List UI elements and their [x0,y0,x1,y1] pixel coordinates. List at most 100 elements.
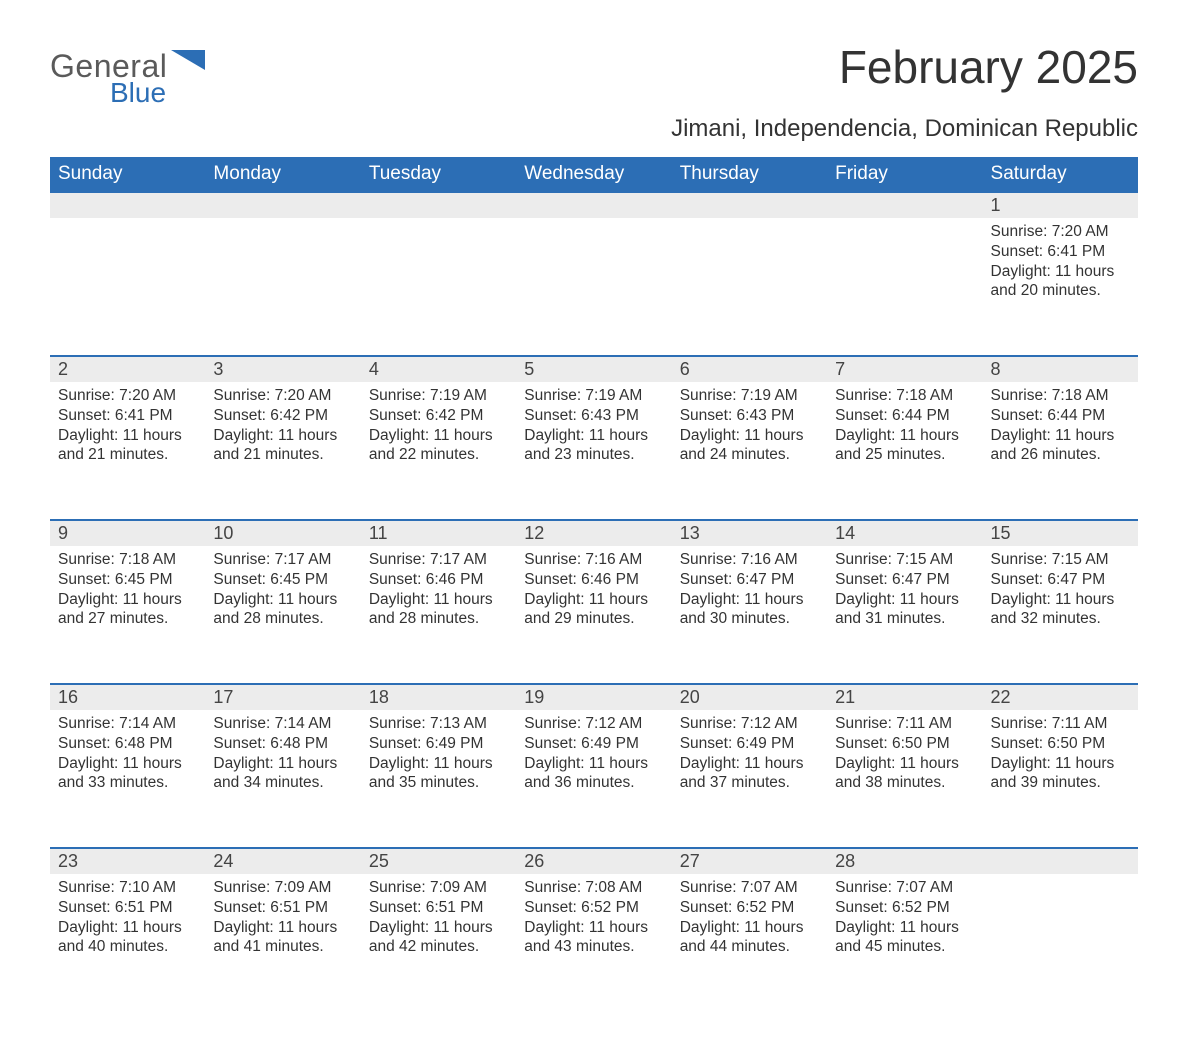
day-body-cell: Sunrise: 7:13 AMSunset: 6:49 PMDaylight:… [361,710,516,848]
daynum-cell: 3 [205,356,360,382]
weekday-header: Saturday [983,157,1138,192]
day-sunrise-line: Sunrise: 7:15 AM [991,550,1130,570]
day-sunrise-line: Sunrise: 7:19 AM [524,386,663,406]
day-daylight-line: Daylight: 11 hours and 21 minutes. [58,426,197,466]
day-body-cell: Sunrise: 7:12 AMSunset: 6:49 PMDaylight:… [516,710,671,848]
empty-daynum-cell [516,192,671,218]
week-daynum-row: 9101112131415 [50,520,1138,546]
daynum-cell: 9 [50,520,205,546]
day-body-cell: Sunrise: 7:20 AMSunset: 6:41 PMDaylight:… [50,382,205,520]
daynum-cell: 22 [983,684,1138,710]
logo-triangle-icon [171,48,205,75]
day-sunset-line: Sunset: 6:48 PM [213,734,352,754]
daynum-cell: 7 [827,356,982,382]
day-body-cell: Sunrise: 7:19 AMSunset: 6:42 PMDaylight:… [361,382,516,520]
daynum-cell: 21 [827,684,982,710]
day-daylight-line: Daylight: 11 hours and 20 minutes. [991,262,1130,302]
day-sunset-line: Sunset: 6:52 PM [680,898,819,918]
day-sunrise-line: Sunrise: 7:20 AM [213,386,352,406]
day-daylight-line: Daylight: 11 hours and 39 minutes. [991,754,1130,794]
daynum-cell: 10 [205,520,360,546]
day-sunset-line: Sunset: 6:43 PM [524,406,663,426]
daynum-cell: 28 [827,848,982,874]
day-daylight-line: Daylight: 11 hours and 45 minutes. [835,918,974,958]
day-daylight-line: Daylight: 11 hours and 34 minutes. [213,754,352,794]
day-sunset-line: Sunset: 6:44 PM [835,406,974,426]
day-sunrise-line: Sunrise: 7:12 AM [680,714,819,734]
day-daylight-line: Daylight: 11 hours and 22 minutes. [369,426,508,466]
empty-daynum-cell [361,192,516,218]
day-body-cell: Sunrise: 7:11 AMSunset: 6:50 PMDaylight:… [983,710,1138,848]
daynum-cell: 8 [983,356,1138,382]
day-sunset-line: Sunset: 6:42 PM [213,406,352,426]
day-daylight-line: Daylight: 11 hours and 42 minutes. [369,918,508,958]
day-body-cell: Sunrise: 7:16 AMSunset: 6:47 PMDaylight:… [672,546,827,684]
weekday-header-row: SundayMondayTuesdayWednesdayThursdayFrid… [50,157,1138,192]
week-body-row: Sunrise: 7:18 AMSunset: 6:45 PMDaylight:… [50,546,1138,684]
daynum-cell: 1 [983,192,1138,218]
day-daylight-line: Daylight: 11 hours and 38 minutes. [835,754,974,794]
empty-daynum-cell [983,848,1138,874]
day-sunrise-line: Sunrise: 7:14 AM [213,714,352,734]
day-sunrise-line: Sunrise: 7:07 AM [680,878,819,898]
empty-body-cell [205,218,360,356]
day-body-cell: Sunrise: 7:20 AMSunset: 6:41 PMDaylight:… [983,218,1138,356]
week-daynum-row: 232425262728 [50,848,1138,874]
empty-body-cell [361,218,516,356]
day-daylight-line: Daylight: 11 hours and 33 minutes. [58,754,197,794]
day-sunrise-line: Sunrise: 7:10 AM [58,878,197,898]
brand-word-blue: Blue [110,77,205,109]
day-body-cell: Sunrise: 7:08 AMSunset: 6:52 PMDaylight:… [516,874,671,1012]
empty-body-cell [672,218,827,356]
day-body-cell: Sunrise: 7:07 AMSunset: 6:52 PMDaylight:… [827,874,982,1012]
day-body-cell: Sunrise: 7:10 AMSunset: 6:51 PMDaylight:… [50,874,205,1012]
empty-body-cell [827,218,982,356]
day-sunset-line: Sunset: 6:52 PM [835,898,974,918]
daynum-cell: 16 [50,684,205,710]
day-sunset-line: Sunset: 6:46 PM [524,570,663,590]
daynum-cell: 5 [516,356,671,382]
day-sunset-line: Sunset: 6:47 PM [835,570,974,590]
weekday-header: Sunday [50,157,205,192]
daynum-cell: 13 [672,520,827,546]
day-daylight-line: Daylight: 11 hours and 21 minutes. [213,426,352,466]
day-daylight-line: Daylight: 11 hours and 31 minutes. [835,590,974,630]
day-body-cell: Sunrise: 7:17 AMSunset: 6:45 PMDaylight:… [205,546,360,684]
day-sunset-line: Sunset: 6:41 PM [58,406,197,426]
day-daylight-line: Daylight: 11 hours and 41 minutes. [213,918,352,958]
day-daylight-line: Daylight: 11 hours and 28 minutes. [369,590,508,630]
day-sunset-line: Sunset: 6:51 PM [213,898,352,918]
location-subtitle: Jimani, Independencia, Dominican Republi… [50,115,1138,143]
day-sunset-line: Sunset: 6:44 PM [991,406,1130,426]
day-sunset-line: Sunset: 6:49 PM [369,734,508,754]
day-sunset-line: Sunset: 6:52 PM [524,898,663,918]
empty-body-cell [50,218,205,356]
day-daylight-line: Daylight: 11 hours and 23 minutes. [524,426,663,466]
day-sunset-line: Sunset: 6:48 PM [58,734,197,754]
day-sunset-line: Sunset: 6:46 PM [369,570,508,590]
day-daylight-line: Daylight: 11 hours and 26 minutes. [991,426,1130,466]
day-sunrise-line: Sunrise: 7:16 AM [680,550,819,570]
day-sunrise-line: Sunrise: 7:11 AM [835,714,974,734]
day-sunrise-line: Sunrise: 7:08 AM [524,878,663,898]
empty-body-cell [983,874,1138,1012]
day-sunset-line: Sunset: 6:49 PM [680,734,819,754]
daynum-cell: 15 [983,520,1138,546]
day-body-cell: Sunrise: 7:09 AMSunset: 6:51 PMDaylight:… [205,874,360,1012]
empty-daynum-cell [827,192,982,218]
weekday-header: Thursday [672,157,827,192]
day-body-cell: Sunrise: 7:19 AMSunset: 6:43 PMDaylight:… [516,382,671,520]
day-sunset-line: Sunset: 6:41 PM [991,242,1130,262]
day-daylight-line: Daylight: 11 hours and 27 minutes. [58,590,197,630]
day-daylight-line: Daylight: 11 hours and 37 minutes. [680,754,819,794]
day-body-cell: Sunrise: 7:18 AMSunset: 6:44 PMDaylight:… [983,382,1138,520]
day-body-cell: Sunrise: 7:09 AMSunset: 6:51 PMDaylight:… [361,874,516,1012]
day-daylight-line: Daylight: 11 hours and 35 minutes. [369,754,508,794]
daynum-cell: 26 [516,848,671,874]
daynum-cell: 12 [516,520,671,546]
week-body-row: Sunrise: 7:14 AMSunset: 6:48 PMDaylight:… [50,710,1138,848]
day-sunset-line: Sunset: 6:47 PM [680,570,819,590]
empty-body-cell [516,218,671,356]
day-body-cell: Sunrise: 7:14 AMSunset: 6:48 PMDaylight:… [205,710,360,848]
day-sunrise-line: Sunrise: 7:12 AM [524,714,663,734]
